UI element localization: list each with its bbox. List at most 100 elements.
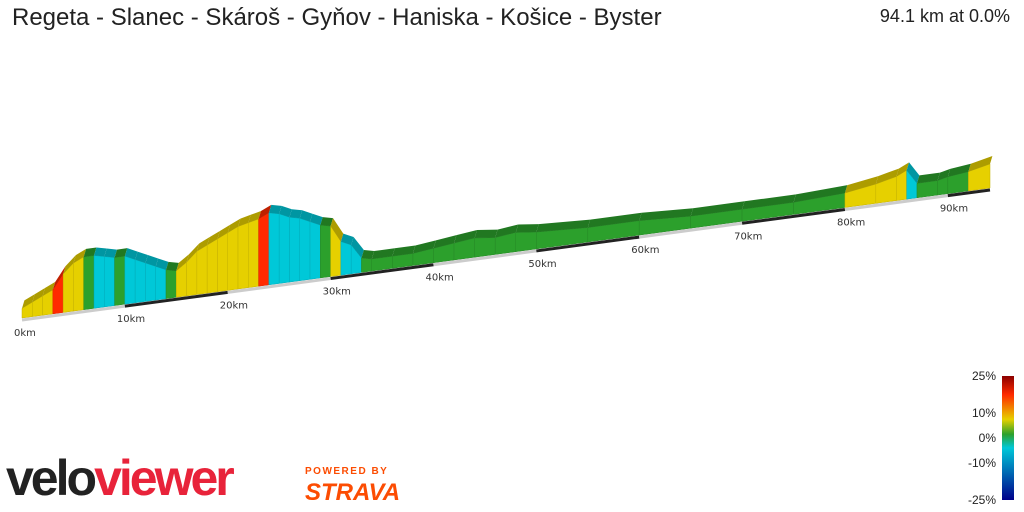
profile-segment [155, 266, 167, 301]
axis-segment [124, 290, 228, 308]
profile-segment-top [454, 230, 478, 244]
profile-segment-top [279, 205, 292, 218]
powered-by-strava: POWERED BY STRAVA [305, 466, 400, 507]
profile-segment-top [238, 214, 251, 227]
profile-segment-top [258, 204, 272, 220]
profile-segment-top [412, 240, 436, 254]
profile-segment-top [495, 224, 519, 238]
legend-label: 0% [979, 431, 997, 445]
profile-segment-top [793, 185, 848, 203]
axis-segment [741, 207, 846, 225]
profile-segment-top [330, 218, 344, 242]
strava-logo: STRAVA [305, 479, 401, 506]
x-tick-label: 60km [631, 245, 659, 256]
legend-label: 25% [972, 369, 996, 383]
powered-by-label: POWERED BY [305, 466, 389, 477]
axis-segment [947, 188, 991, 198]
profile-segment-top [844, 176, 879, 194]
profile-segment-top [217, 224, 231, 239]
profile-segment-top [896, 162, 910, 177]
profile-segment [196, 244, 208, 295]
profile-segment-top [207, 230, 220, 246]
profile-segment [320, 224, 331, 279]
profile-segment-top [94, 247, 107, 257]
profile-segment [916, 180, 938, 199]
logo-velo: velo [6, 450, 97, 506]
profile-segment-top [52, 266, 66, 290]
x-tick-label: 30km [323, 287, 351, 298]
x-tick-label: 70km [734, 231, 762, 242]
profile-segment-top [73, 248, 87, 264]
profile-segment-top [690, 201, 745, 217]
profile-segment-top [196, 237, 210, 252]
profile-segment [474, 237, 496, 258]
profile-segment-top [124, 248, 138, 260]
x-tick-label: 10km [117, 314, 145, 325]
profile-segment-top [320, 217, 334, 227]
profile-segment-top [937, 168, 951, 181]
x-tick-label: 40km [425, 273, 453, 284]
profile-segment-top [536, 219, 591, 233]
profile-segment-top [639, 208, 694, 221]
x-tick-label: 20km [220, 300, 248, 311]
logo-wordmark: veloviewer [6, 450, 235, 506]
profile-segment-top [145, 255, 159, 267]
profile-segment [278, 213, 290, 284]
profile-segment-top [742, 194, 796, 210]
veloviewer-logo: veloviewer [6, 450, 235, 510]
profile-segment-top [268, 204, 282, 214]
profile-segment-top [392, 245, 416, 257]
profile-segment-top [587, 212, 642, 228]
profile-segment [104, 256, 115, 308]
profile-segment-top [474, 229, 498, 239]
profile-segment-top [114, 248, 128, 258]
profile-segment-top [947, 163, 971, 177]
axis-segment [433, 249, 537, 267]
route-summary: 94.1 km at 0.0% [879, 6, 1010, 26]
profile-segment-top [968, 156, 993, 172]
profile-segment-top [289, 209, 303, 219]
axis-segment [536, 235, 640, 253]
profile-segment-top [906, 162, 920, 184]
profile-segment-top [875, 168, 899, 185]
profile-segment-top [63, 255, 76, 275]
x-tick-label: 0km [14, 328, 36, 339]
profile-segment [515, 231, 537, 252]
profile-segment [361, 257, 373, 273]
profile-segment-top [916, 172, 940, 184]
distance-axis: 0km 10km 20km 30km 40km 50km 60km 70km 80km 90km [14, 188, 991, 339]
profile-segment-top [299, 210, 313, 222]
profile-segment [145, 262, 156, 302]
profile-segment-top [104, 248, 117, 258]
profile-segment-top [248, 211, 261, 223]
profile-segment-top [227, 218, 241, 233]
profile-segment-top [371, 248, 395, 260]
profile-segment [248, 218, 259, 288]
x-tick-label: 90km [940, 204, 968, 215]
profile-segment [114, 255, 126, 306]
legend-label: -10% [968, 456, 996, 470]
profile-segment [237, 222, 249, 290]
profile-segment [83, 255, 95, 310]
profile-segment [258, 212, 270, 287]
profile-segment-top [310, 213, 323, 226]
profile-segment-top [135, 251, 148, 264]
profile-segment-top [22, 294, 35, 309]
x-tick-label: 80km [837, 217, 865, 228]
logo-viewer: viewer [94, 450, 235, 506]
profile-segment-top [166, 261, 179, 271]
profile-segment-top [42, 281, 56, 297]
profile-segment [124, 255, 136, 305]
x-tick-label: 50km [528, 259, 556, 270]
profile-segment [165, 269, 177, 299]
profile-segment [289, 217, 300, 283]
profile-segment-top [83, 247, 97, 257]
profile-segment [206, 238, 218, 294]
profile-layer [21, 156, 993, 319]
profile-segment [268, 212, 280, 286]
grade-legend: 25% 10% 0% -10% -25% [968, 369, 1014, 507]
profile-segment [217, 232, 228, 293]
profile-segment-top [176, 254, 189, 271]
axis-segment [227, 277, 331, 294]
